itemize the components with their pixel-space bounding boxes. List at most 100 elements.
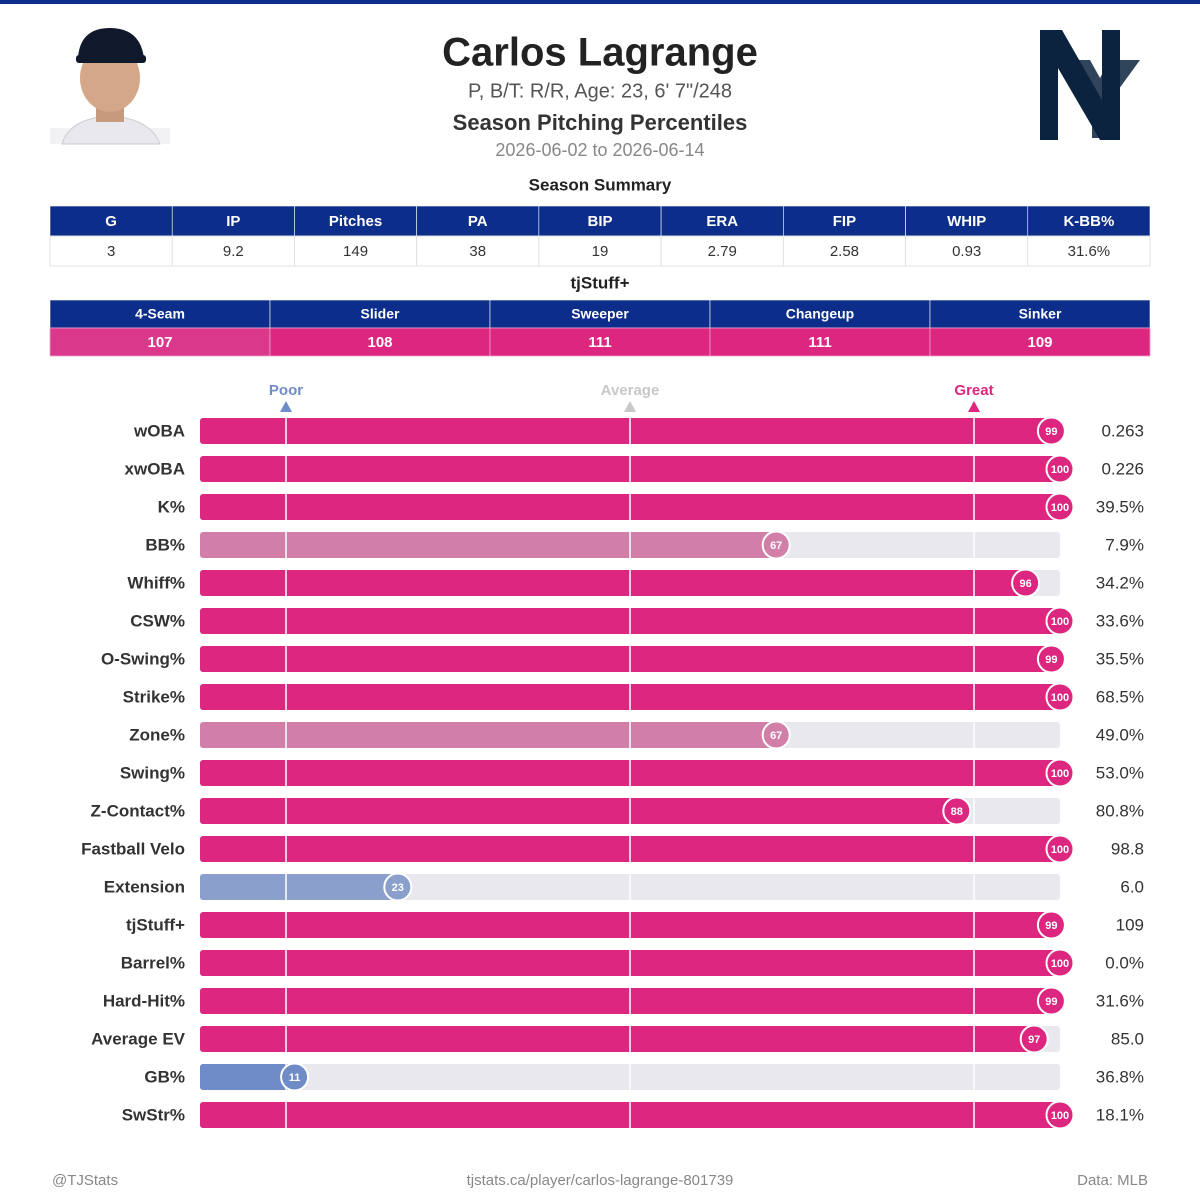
stat-value: 34.2% bbox=[1096, 573, 1144, 592]
row-label: Hard-Hit% bbox=[103, 991, 185, 1010]
table-title: Season Summary bbox=[529, 175, 672, 194]
table-header: G bbox=[105, 213, 117, 230]
percentile-label: 96 bbox=[1019, 578, 1031, 590]
percentile-label: 99 bbox=[1045, 426, 1057, 438]
stat-value: 53.0% bbox=[1096, 763, 1144, 782]
table-value: 111 bbox=[808, 334, 831, 351]
percentile-dot bbox=[1036, 416, 1066, 446]
table-value: 108 bbox=[367, 334, 392, 351]
bar bbox=[200, 722, 777, 748]
table-value: 109 bbox=[1027, 334, 1052, 351]
percentile-label: 100 bbox=[1051, 768, 1069, 780]
percentile-label: 99 bbox=[1045, 654, 1057, 666]
table-value: 2.58 bbox=[830, 243, 859, 260]
table-header-cell bbox=[709, 299, 931, 329]
percentile-label: 100 bbox=[1051, 958, 1069, 970]
bar bbox=[200, 912, 1052, 938]
percentile-dot bbox=[383, 872, 413, 902]
stat-value: 31.6% bbox=[1096, 991, 1144, 1010]
table-cell bbox=[416, 235, 540, 267]
stat-value: 18.1% bbox=[1096, 1105, 1144, 1124]
table-value: 2.79 bbox=[708, 243, 737, 260]
x-tick-marker bbox=[624, 401, 636, 412]
table-header: IP bbox=[226, 213, 240, 230]
table-cell bbox=[709, 327, 931, 357]
percentile-dot bbox=[1045, 492, 1075, 522]
x-tick-label: Average bbox=[601, 382, 660, 399]
stat-value: 33.6% bbox=[1096, 611, 1144, 630]
percentile-label: 67 bbox=[770, 730, 782, 742]
table-value: 38 bbox=[469, 243, 486, 260]
row-label: wOBA bbox=[133, 421, 185, 440]
row-label: CSW% bbox=[130, 611, 185, 630]
table-value: 149 bbox=[343, 243, 368, 260]
percentile-label: 67 bbox=[770, 540, 782, 552]
bar bbox=[200, 418, 1052, 444]
percentile-label: 88 bbox=[951, 806, 963, 818]
x-tick-label: Poor bbox=[269, 382, 303, 399]
row-label: Extension bbox=[104, 877, 185, 896]
table-cell bbox=[49, 327, 271, 357]
percentile-dot bbox=[1045, 948, 1075, 978]
percentile-dot bbox=[1036, 910, 1066, 940]
table-header-cell bbox=[49, 299, 271, 329]
table-cell bbox=[49, 235, 173, 267]
bar bbox=[200, 988, 1052, 1014]
table-value: 3 bbox=[107, 243, 115, 260]
percentile-label: 100 bbox=[1051, 844, 1069, 856]
percentile-dot bbox=[1045, 758, 1075, 788]
row-label: O-Swing% bbox=[101, 649, 185, 668]
row-label: GB% bbox=[144, 1067, 185, 1086]
stat-value: 35.5% bbox=[1096, 649, 1144, 668]
stat-value: 80.8% bbox=[1096, 801, 1144, 820]
table-header: ERA bbox=[706, 213, 738, 230]
row-label: BB% bbox=[145, 535, 185, 554]
table-cell bbox=[1027, 235, 1151, 267]
table-value: 9.2 bbox=[223, 243, 244, 260]
table-header: Slider bbox=[361, 306, 400, 322]
table-cell bbox=[294, 235, 418, 267]
player-name: Carlos Lagrange bbox=[442, 31, 758, 75]
percentile-label: 23 bbox=[392, 882, 404, 894]
table-header-cell bbox=[171, 205, 295, 237]
row-label: SwStr% bbox=[122, 1105, 185, 1124]
player-photo bbox=[50, 28, 170, 145]
table-header-cell bbox=[49, 205, 173, 237]
percentile-label: 100 bbox=[1051, 464, 1069, 476]
bar bbox=[200, 570, 1026, 596]
percentile-label: 100 bbox=[1051, 616, 1069, 628]
percentile-label: 97 bbox=[1028, 1034, 1040, 1046]
table-header: Pitches bbox=[329, 213, 382, 230]
stat-value: 7.9% bbox=[1105, 535, 1144, 554]
percentile-dot bbox=[761, 530, 791, 560]
row-label: Whiff% bbox=[127, 573, 185, 592]
row-label: Fastball Velo bbox=[81, 839, 185, 858]
footer-right: Data: MLB bbox=[1077, 1172, 1148, 1189]
table-header-cell bbox=[783, 205, 906, 237]
top-rule bbox=[0, 0, 1200, 4]
stat-value: 0.0% bbox=[1105, 953, 1144, 972]
stat-value: 109 bbox=[1116, 915, 1144, 934]
percentile-dot bbox=[1011, 568, 1041, 598]
row-label: xwOBA bbox=[125, 459, 185, 478]
table-cell bbox=[538, 235, 662, 267]
percentile-label: 100 bbox=[1051, 502, 1069, 514]
percentile-label: 99 bbox=[1045, 996, 1057, 1008]
table-header-cell bbox=[294, 205, 417, 237]
percentile-dot bbox=[1036, 644, 1066, 674]
percentile-label: 99 bbox=[1045, 920, 1057, 932]
row-label: K% bbox=[158, 497, 185, 516]
stat-value: 68.5% bbox=[1096, 687, 1144, 706]
footer-center: tjstats.ca/player/carlos-lagrange-801739 bbox=[467, 1172, 734, 1189]
table-cell bbox=[905, 235, 1029, 267]
table-value: 107 bbox=[147, 334, 172, 351]
table-header: Sweeper bbox=[571, 306, 629, 322]
percentile-dot bbox=[1045, 1100, 1075, 1130]
x-tick-marker bbox=[280, 401, 292, 412]
bar bbox=[200, 1026, 1035, 1052]
percentile-dot bbox=[942, 796, 972, 826]
stat-value: 49.0% bbox=[1096, 725, 1144, 744]
percentile-dot bbox=[1045, 454, 1075, 484]
table-cell bbox=[782, 235, 906, 267]
bar bbox=[200, 874, 398, 900]
